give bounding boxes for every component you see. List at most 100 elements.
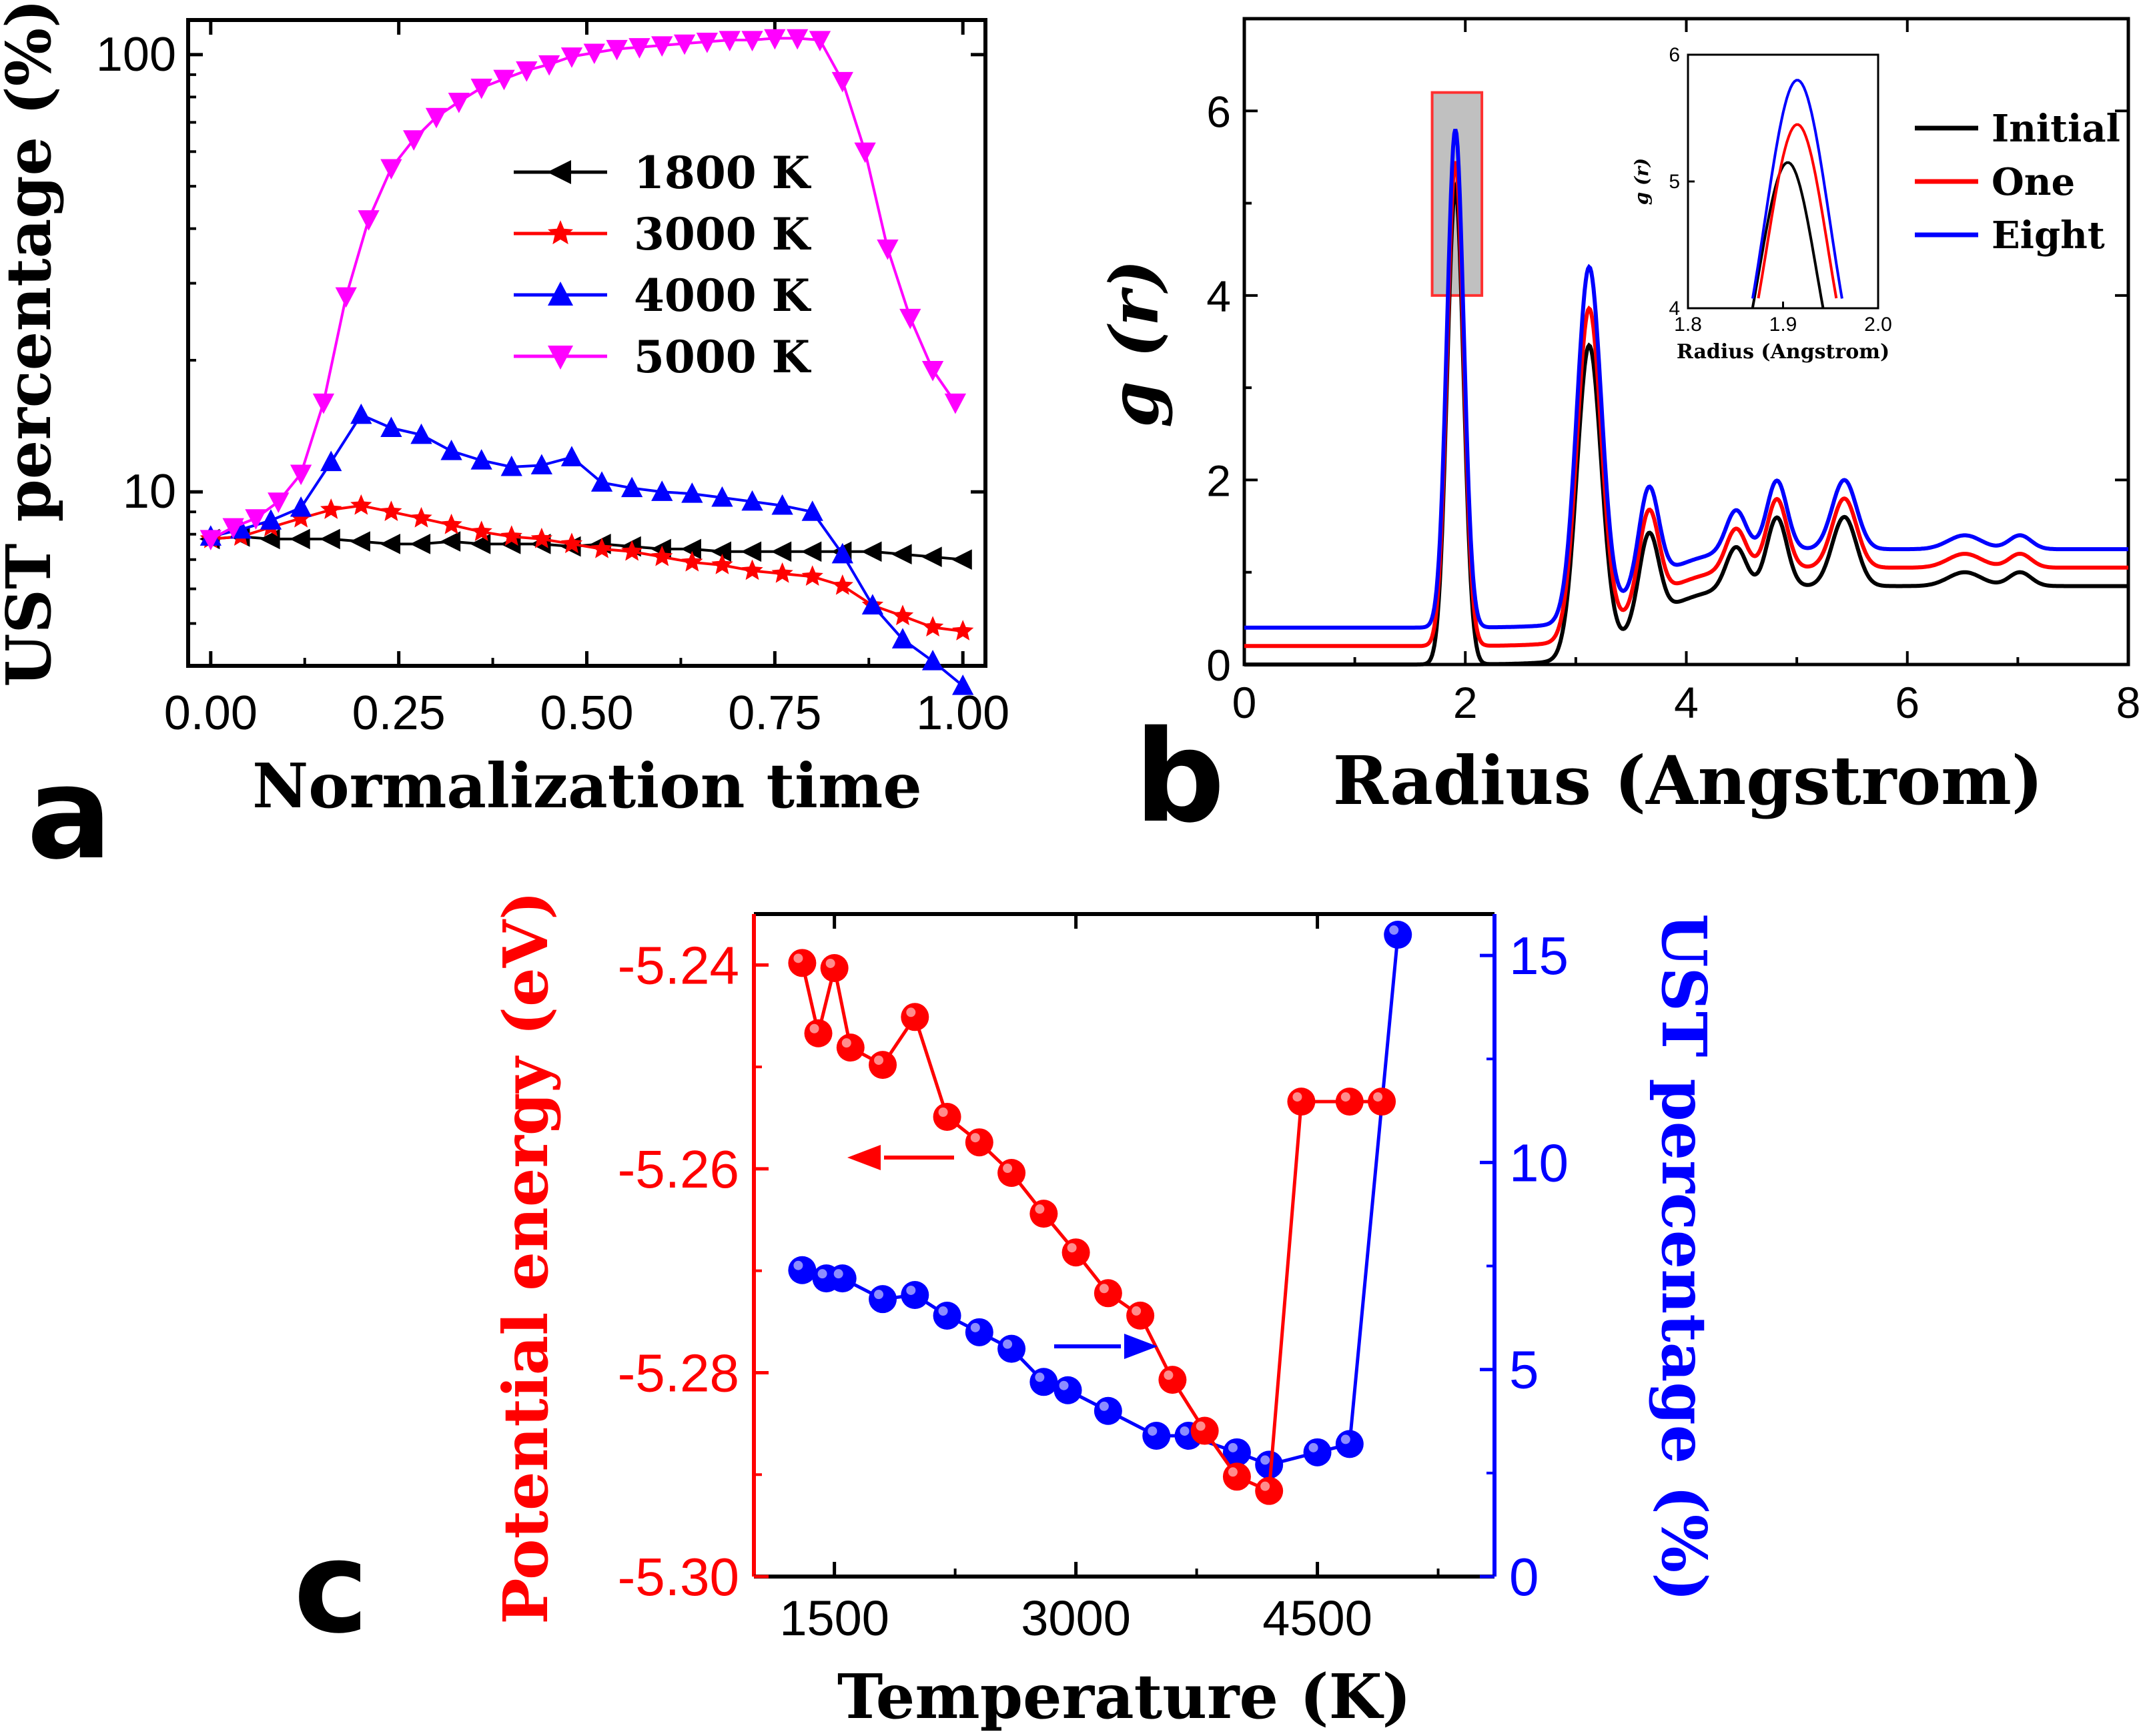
data-point [448,93,470,113]
data-point [320,498,342,519]
data-point [673,34,696,55]
data-point [952,674,974,695]
data-point [440,439,462,460]
panel-letter-b: b [1134,703,1225,851]
inset-x-tick-label: 1.9 [1769,314,1797,336]
data-point [440,513,462,534]
series-line [801,934,1400,1467]
data-point [403,130,425,151]
panel-a-legend: 1800 K 3000 K 4000 K 5000 K [514,147,812,383]
y-left-tick-label: -5.30 [618,1547,739,1607]
data-point [901,1280,929,1309]
data-point-highlight [874,1055,884,1065]
data-point-highlight [906,1285,916,1295]
data-point-highlight [1099,1284,1109,1294]
inset-y-tick-label: 5 [1669,171,1680,193]
data-point [380,159,402,180]
x-tick-label: 1.00 [916,687,1009,740]
data-point-highlight [970,1322,980,1332]
data-point [245,509,267,530]
data-point-highlight [1340,1092,1350,1102]
series-line [210,413,964,687]
data-point-highlight [1148,1426,1158,1436]
x-tick-label: 0.50 [540,687,633,740]
data-point-highlight [1308,1442,1318,1452]
data-point [787,29,809,50]
data-point [380,534,400,554]
data-point-highlight [938,1306,948,1316]
data-point [869,1285,897,1314]
x-tick-label: 4500 [1262,1591,1372,1646]
data-point [1053,1376,1082,1404]
data-point-highlight [1196,1421,1206,1431]
data-point [836,1033,865,1062]
data-point [560,446,583,466]
arrow-right-head [1124,1334,1158,1359]
data-point-highlight [1035,1372,1045,1382]
panel-c-ylabel-right: UST percentage (%) [1648,913,1720,1601]
data-point [1384,921,1412,949]
data-point [951,549,972,570]
data-point [410,423,432,444]
data-point [290,464,312,486]
x-tick-label: 8 [2116,678,2141,727]
inset-frame [1687,53,1879,310]
data-point [590,537,613,558]
data-point [1368,1088,1396,1116]
data-point [831,542,853,564]
data-point [320,450,342,472]
inset-y-tick-label: 6 [1669,44,1680,66]
data-point [290,506,312,528]
legend-label: 3000 K [634,208,812,260]
data-point-highlight [1260,1455,1270,1465]
inset-y-tick-label: 4 [1669,298,1680,320]
data-point-highlight [1260,1481,1270,1491]
x-tick-label: 2 [1453,678,1478,727]
data-point [1287,1088,1316,1116]
data-point [1158,1366,1187,1394]
data-point [891,628,914,648]
data-point [1029,1368,1058,1396]
data-point [921,649,944,671]
x-tick-label: 6 [1895,678,1919,727]
data-point-highlight [809,1023,819,1033]
data-point [952,620,974,640]
panel-a-frame [186,18,987,668]
x-tick-label: 0 [1232,678,1257,727]
y-right-tick-label: 0 [1509,1547,1539,1607]
data-point [1335,1088,1364,1116]
y-right-tick-label: 15 [1509,926,1569,985]
data-point [771,562,793,583]
data-point [997,1334,1026,1363]
data-point [358,210,380,231]
data-point [380,416,402,438]
data-point [820,953,849,982]
legend-label: Eight [1992,213,2105,258]
y-tick-label: 6 [1206,87,1231,136]
legend-marker [547,160,571,184]
data-point-highlight [841,1038,851,1048]
data-point [312,393,335,414]
panel-c-xlabel: Temperature (K) [837,1661,1411,1733]
data-point-highlight [1059,1380,1069,1390]
series-line [800,962,1382,1494]
data-point [997,1159,1026,1188]
legend-marker [548,346,573,370]
y-right-tick-label: 10 [1509,1133,1569,1192]
data-point [831,71,853,93]
rdf-curve [1244,161,2128,648]
data-point [470,520,492,541]
data-point [681,482,703,503]
data-point [891,544,912,565]
panel-b-xlabel: Radius (Angstrom) [1333,741,2043,820]
x-tick-label: 4 [1674,678,1699,727]
panel-c-ylabel-left: Potential energy (eV) [490,891,562,1624]
data-point-highlight [793,1260,803,1270]
data-point [380,500,402,521]
data-point [350,531,370,552]
x-tick-label: 1500 [779,1591,889,1646]
data-point [530,454,553,475]
inset-x-tick-label: 1.8 [1674,314,1702,336]
data-point-highlight [817,1269,827,1279]
